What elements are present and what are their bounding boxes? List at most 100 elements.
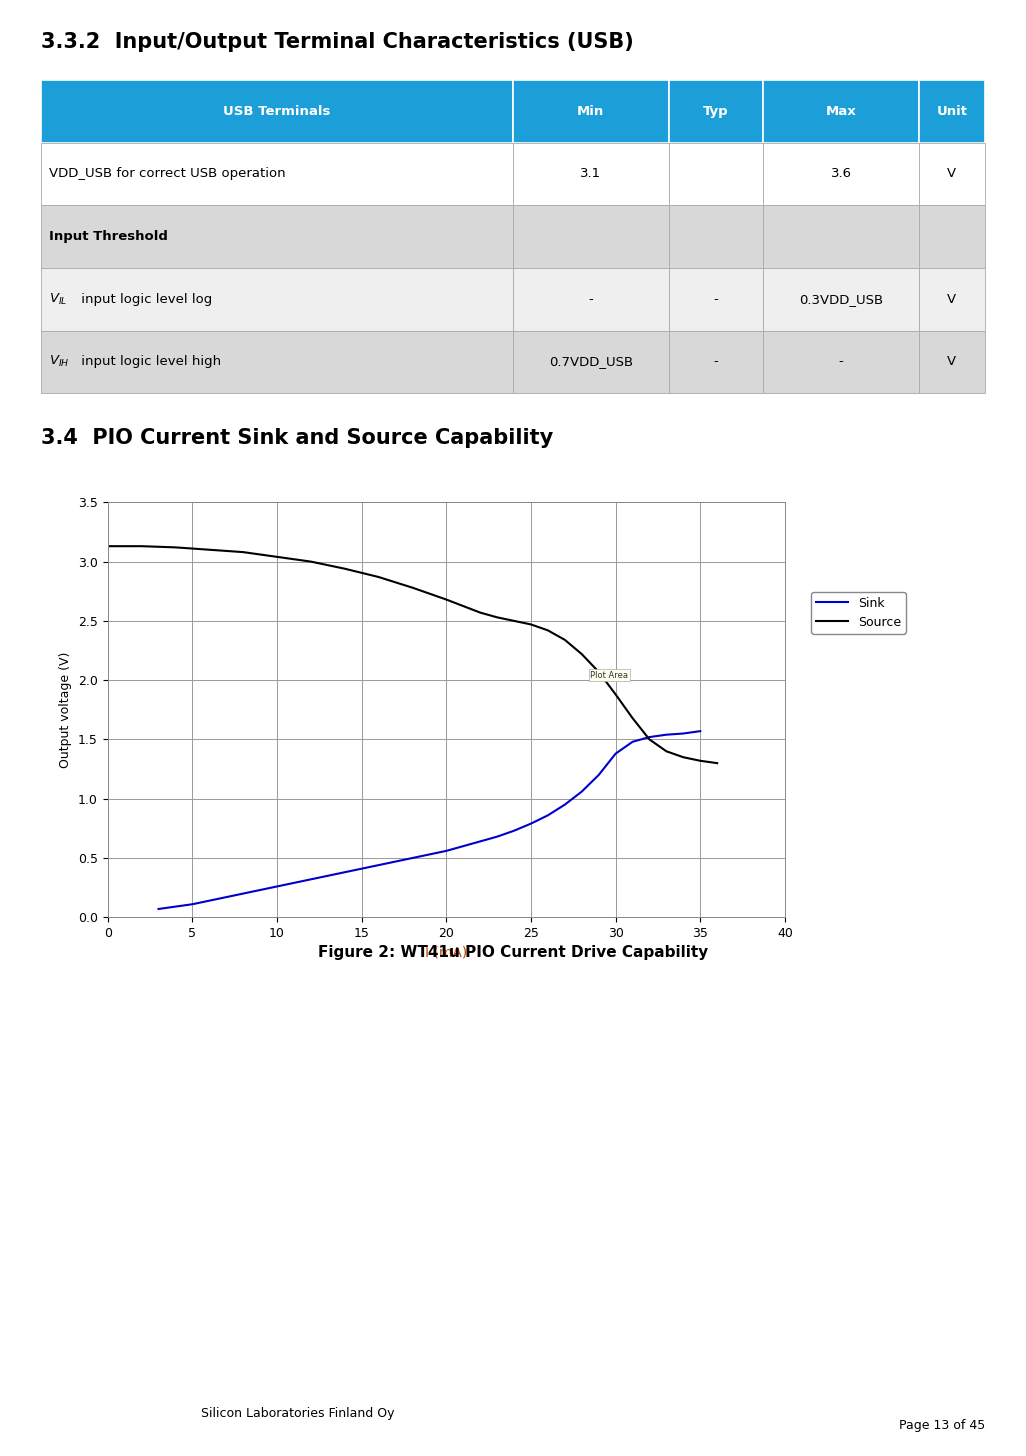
Bar <box>513 80 669 143</box>
Sink <box>389 853 401 871</box>
Source <box>508 612 520 629</box>
Source <box>135 537 148 555</box>
Bar <box>763 205 919 268</box>
Bar <box>513 331 669 393</box>
Source <box>490 609 503 626</box>
Bar <box>919 80 985 143</box>
Text: 0.7VDD_USB: 0.7VDD_USB <box>549 355 633 368</box>
Sink <box>677 725 689 743</box>
Line: Sink: Sink <box>158 731 700 909</box>
Sink <box>203 893 215 910</box>
Sink <box>271 878 283 895</box>
Bar <box>919 205 985 268</box>
Source <box>203 542 215 559</box>
Text: $V_{IL}$: $V_{IL}$ <box>48 291 67 307</box>
Sink <box>305 871 317 888</box>
Sink <box>592 766 604 783</box>
Sink <box>558 796 570 814</box>
Bar <box>919 268 985 331</box>
Sink <box>169 898 182 916</box>
Source <box>187 540 199 558</box>
Sink <box>609 745 622 763</box>
Source <box>474 604 486 622</box>
Bar <box>669 268 763 331</box>
Source <box>576 645 588 662</box>
Source <box>643 731 656 748</box>
Bar <box>669 143 763 205</box>
Text: -: - <box>713 293 718 306</box>
Bar <box>513 205 669 268</box>
Source <box>694 753 706 770</box>
Text: Unit: Unit <box>937 105 968 118</box>
Bar <box>513 143 669 205</box>
Bar <box>763 143 919 205</box>
Text: input logic level high: input logic level high <box>77 355 221 368</box>
Text: 3.6: 3.6 <box>830 167 852 181</box>
Text: Silicon Laboratories Finland Oy: Silicon Laboratories Finland Oy <box>201 1408 394 1420</box>
Source <box>169 539 182 556</box>
Text: Typ: Typ <box>703 105 728 118</box>
Text: -: - <box>589 293 593 306</box>
Text: Plot Area: Plot Area <box>590 671 628 680</box>
Bar <box>41 331 513 393</box>
Sink <box>694 722 706 740</box>
Bar <box>669 331 763 393</box>
Source <box>102 537 114 555</box>
Source <box>542 622 554 639</box>
Sink <box>339 863 351 881</box>
Sink <box>542 807 554 824</box>
Sink <box>660 727 672 744</box>
Sink <box>287 874 300 891</box>
Text: V: V <box>947 355 956 368</box>
Source <box>339 561 351 578</box>
Text: VDD_USB for correct USB operation: VDD_USB for correct USB operation <box>48 167 285 181</box>
Sink <box>220 888 232 906</box>
Source <box>626 709 638 727</box>
Sink <box>643 728 656 745</box>
Sink <box>508 823 520 840</box>
Text: 3.3.2  Input/Output Terminal Characteristics (USB): 3.3.2 Input/Output Terminal Characterist… <box>41 32 634 52</box>
Line: Source: Source <box>108 546 717 763</box>
Source <box>237 543 249 561</box>
Sink <box>187 895 199 913</box>
Bar <box>41 143 513 205</box>
Source <box>592 662 604 680</box>
Bar <box>919 331 985 393</box>
Text: input logic level log: input logic level log <box>77 293 212 306</box>
Source <box>524 616 537 633</box>
Sink <box>524 815 537 833</box>
Text: 0.3VDD_USB: 0.3VDD_USB <box>799 293 883 306</box>
Text: Input Threshold: Input Threshold <box>48 230 167 243</box>
Sink <box>152 900 164 917</box>
Text: $V_{IH}$: $V_{IH}$ <box>48 354 69 370</box>
Bar <box>763 331 919 393</box>
Bar <box>669 80 763 143</box>
Sink <box>321 866 333 884</box>
Source <box>558 630 570 648</box>
Sink <box>626 732 638 750</box>
Source <box>711 754 723 772</box>
Sink <box>457 837 469 855</box>
Text: 3.4  PIO Current Sink and Source Capability: 3.4 PIO Current Sink and Source Capabili… <box>41 428 553 448</box>
Source <box>271 547 283 565</box>
Source <box>660 743 672 760</box>
Source <box>406 579 419 597</box>
Text: V: V <box>947 293 956 306</box>
Sink <box>406 849 419 866</box>
Source <box>372 568 385 585</box>
Bar <box>41 205 513 268</box>
Text: Page 13 of 45: Page 13 of 45 <box>899 1420 985 1431</box>
Text: -: - <box>713 355 718 368</box>
Text: 3.1: 3.1 <box>581 167 601 181</box>
Sink <box>685 724 698 741</box>
Bar <box>669 205 763 268</box>
Sink <box>355 860 367 878</box>
Sink <box>440 842 452 859</box>
Y-axis label: Output voltage (V): Output voltage (V) <box>60 652 73 767</box>
Source <box>305 553 317 571</box>
Sink <box>372 856 385 874</box>
Text: USB Terminals: USB Terminals <box>224 105 330 118</box>
Text: Min: Min <box>578 105 604 118</box>
Source <box>440 591 452 609</box>
Sink <box>576 783 588 801</box>
